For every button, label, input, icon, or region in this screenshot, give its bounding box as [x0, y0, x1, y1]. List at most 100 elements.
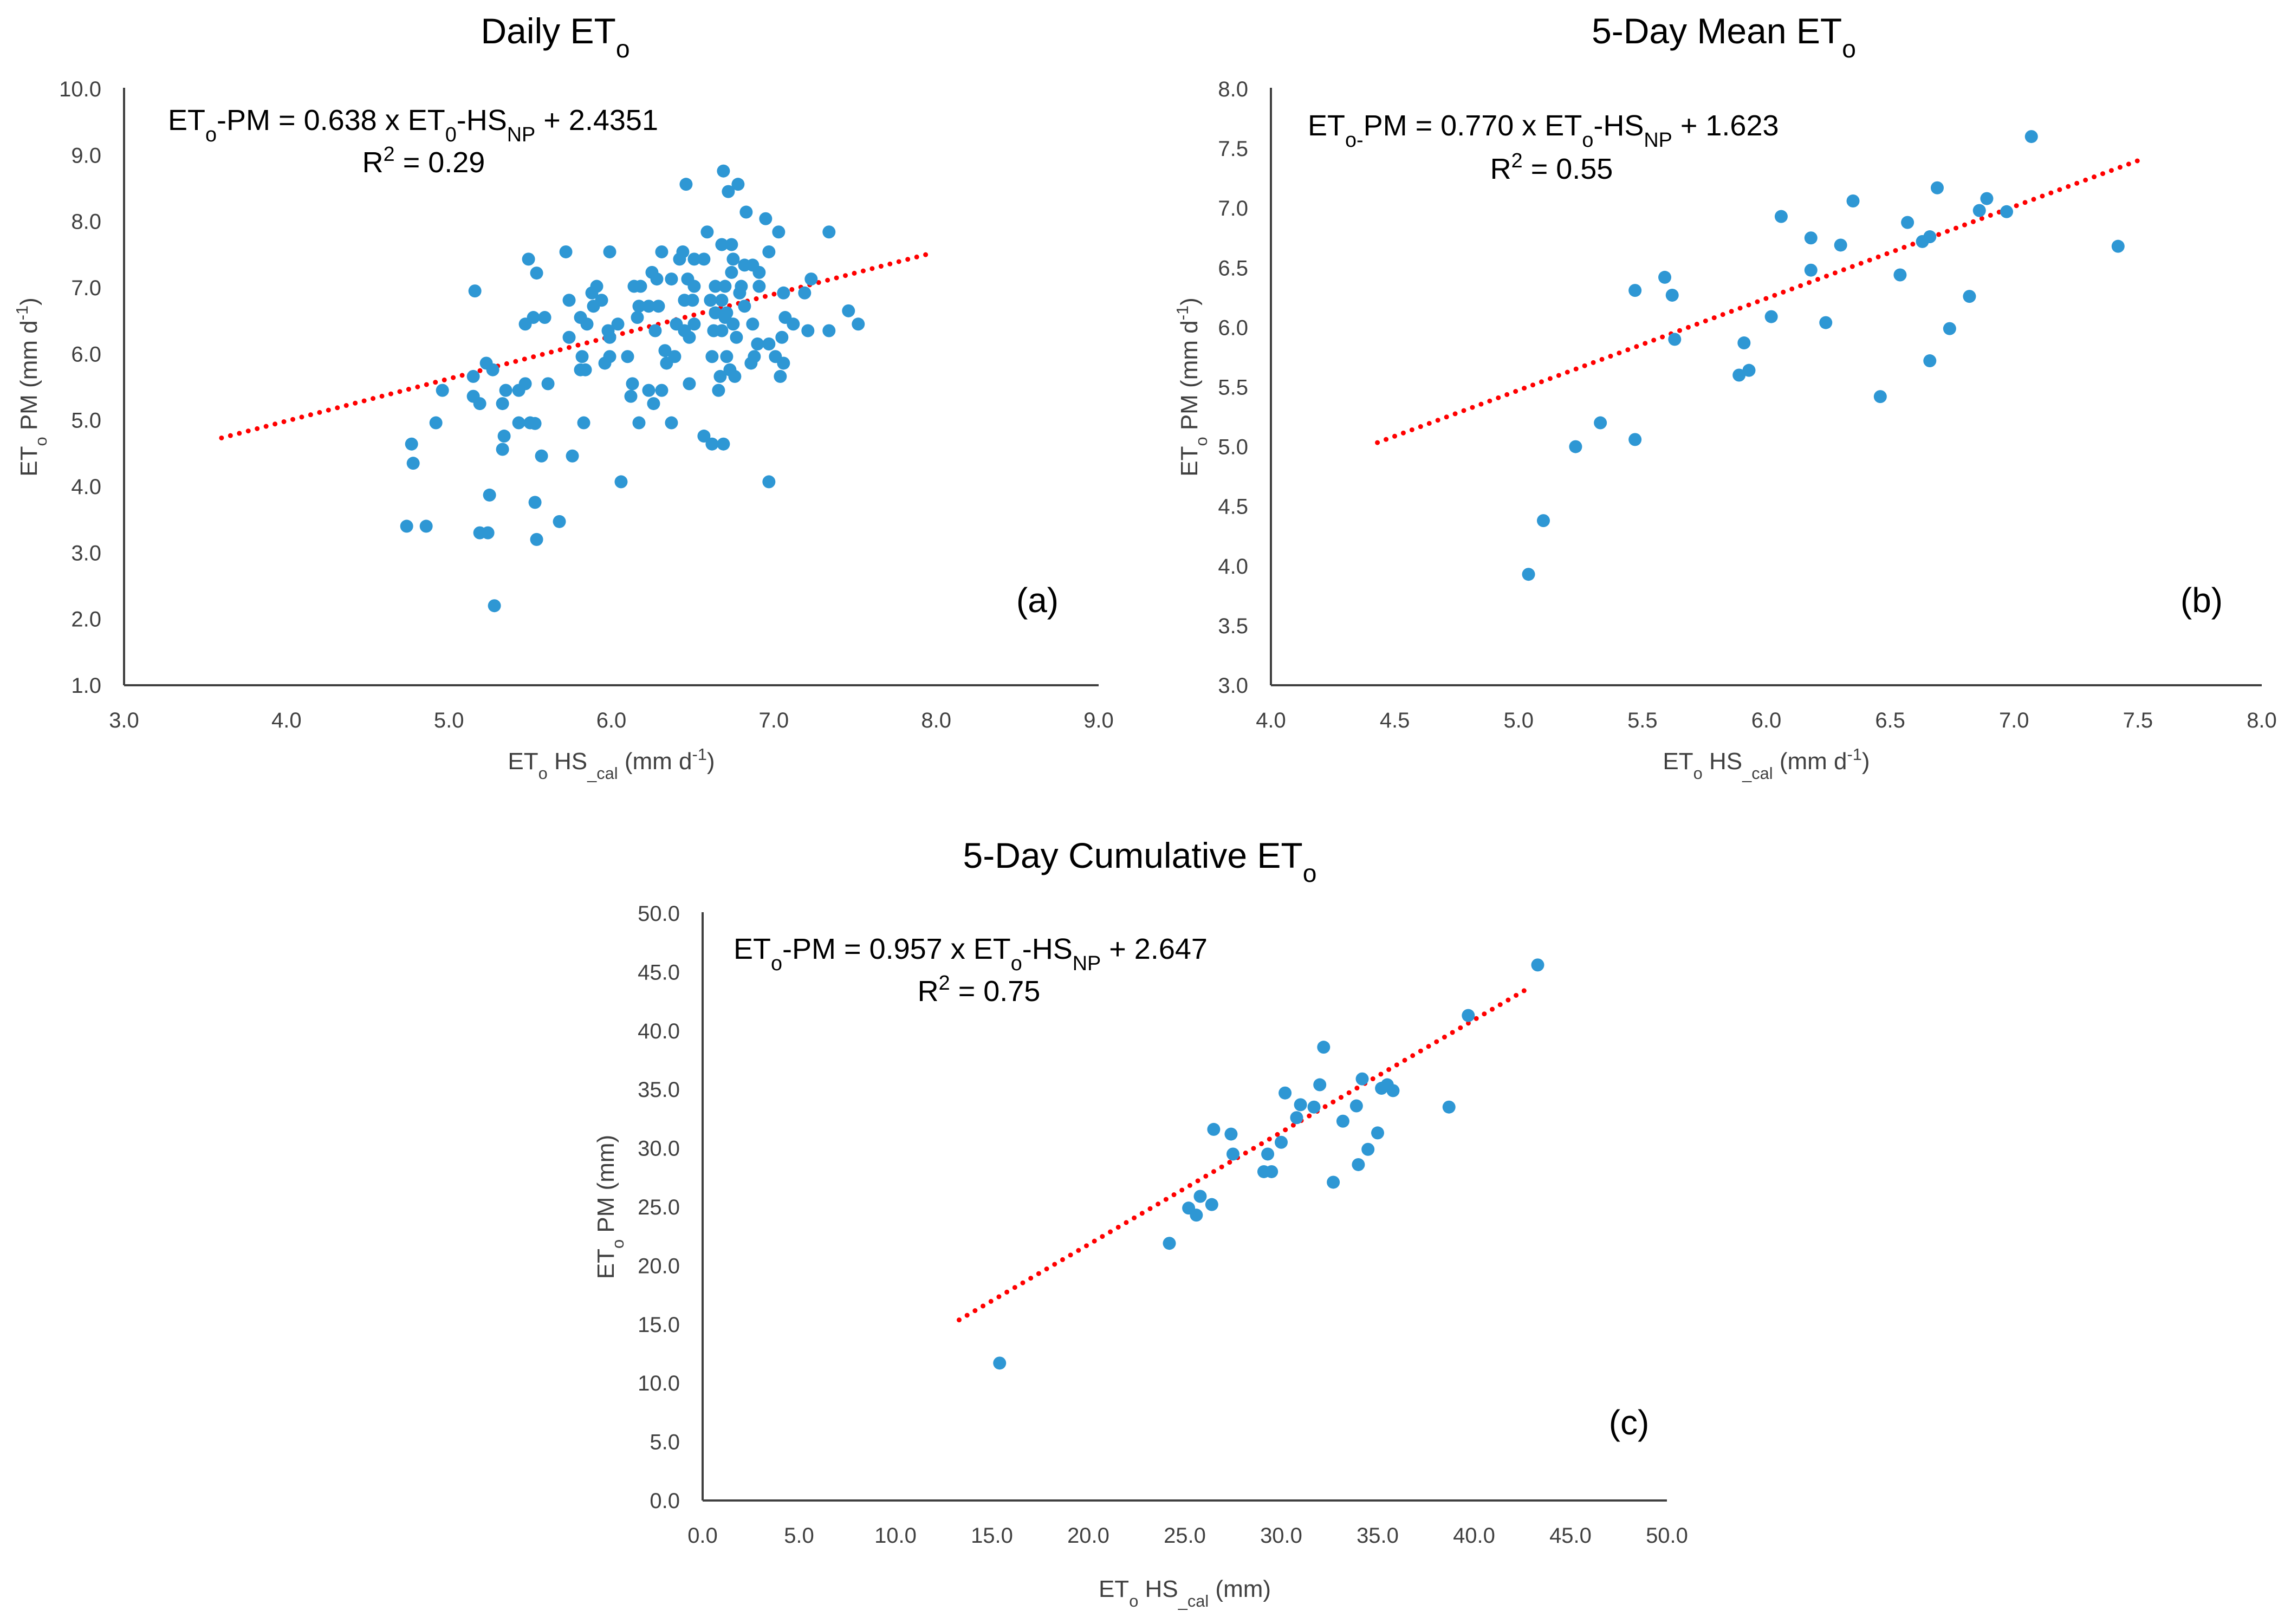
- x-tick-label: 4.0: [271, 709, 302, 732]
- panel-label: (c): [1609, 1403, 1650, 1442]
- data-point: [1943, 322, 1956, 335]
- y-axis-title-part: PM (mm d: [16, 320, 42, 437]
- regression-equation-part: ET: [168, 104, 205, 137]
- x-tick-label: 3.0: [109, 709, 139, 732]
- y-tick-label: 5.0: [650, 1431, 680, 1454]
- data-point: [1275, 1135, 1288, 1149]
- data-point: [751, 337, 764, 350]
- data-point: [1224, 1127, 1238, 1141]
- chart-b: 4.0 4.5 5.0 5.5 6.0 6.5 7.0 7.5 8.0 3.0 3.5 4.0 4.5 5…: [1173, 11, 2277, 783]
- data-point: [2000, 205, 2014, 218]
- regression-equation: ETo-PM = 0.638 x ET0-HSNP + 2.4351: [168, 104, 658, 146]
- data-point: [1665, 288, 1679, 302]
- data-point: [400, 519, 413, 533]
- data-point: [1628, 433, 1642, 446]
- data-point: [822, 324, 836, 337]
- data-point: [648, 324, 662, 337]
- y-tick-label: 7.0: [1218, 197, 1248, 220]
- data-point: [642, 300, 656, 313]
- data-point: [717, 437, 730, 451]
- chart-title-part: 5-Day Mean ET: [1592, 11, 1842, 51]
- data-point: [528, 417, 542, 430]
- data-point: [687, 317, 701, 331]
- data-point: [626, 377, 639, 391]
- data-point: [473, 397, 486, 411]
- data-point: [603, 330, 616, 344]
- data-point: [587, 300, 600, 313]
- data-point: [1764, 310, 1778, 323]
- regression-equation-part: -PM = 0.957 x ET: [782, 933, 1011, 965]
- y-tick-label: 7.0: [71, 276, 101, 300]
- y-tick-label: 50.0: [638, 902, 680, 926]
- data-point: [528, 496, 542, 509]
- r-squared: R2 = 0.75: [918, 972, 1041, 1008]
- regression-equation-part: + 2.4351: [535, 104, 658, 137]
- data-point: [762, 245, 776, 258]
- x-axis-title-part: ET: [1099, 1576, 1129, 1602]
- x-tick-label: 6.5: [1875, 709, 1905, 732]
- y-tick-label: 5.5: [1218, 376, 1248, 400]
- regression-equation-part: o: [1582, 129, 1593, 152]
- data-point: [801, 324, 815, 337]
- data-point: [580, 317, 594, 331]
- data-point: [1834, 238, 1847, 252]
- y-axis-title-part: PM (mm d: [1176, 320, 1203, 437]
- data-point: [697, 430, 711, 443]
- data-point: [624, 389, 638, 403]
- data-point: [726, 317, 740, 331]
- y-axis-title-part: PM (mm): [593, 1135, 619, 1239]
- data-point: [687, 280, 701, 293]
- data-point: [1594, 416, 1607, 430]
- r-squared-part: 2: [1511, 150, 1523, 172]
- data-point: [1846, 194, 1860, 207]
- x-tick-label: 25.0: [1164, 1524, 1206, 1548]
- data-point: [683, 377, 696, 391]
- data-point: [822, 225, 836, 239]
- data-point: [1349, 1099, 1363, 1113]
- data-point: [722, 185, 735, 198]
- x-tick-label: 6.0: [1751, 709, 1782, 732]
- x-axis-title-part: ET: [1663, 748, 1693, 775]
- chart-title: 5-Day Mean ETo: [1592, 11, 1856, 63]
- data-point: [522, 252, 535, 266]
- y-tick-label: 5.0: [71, 409, 101, 433]
- data-point: [518, 317, 532, 331]
- data-point: [744, 356, 758, 370]
- x-axis-title: ETo HS_cal (mm d-1): [508, 745, 715, 783]
- trendline: [956, 983, 1535, 1323]
- r-squared-part: 2: [939, 972, 950, 995]
- data-point: [777, 286, 790, 300]
- x-tick-label: 20.0: [1067, 1524, 1109, 1548]
- regression-equation-part: o: [205, 124, 217, 146]
- data-point: [497, 430, 511, 443]
- data-point: [660, 356, 673, 370]
- data-point: [496, 397, 509, 411]
- data-point: [1923, 230, 1937, 244]
- x-tick-label: 6.0: [596, 709, 627, 732]
- data-point: [1819, 316, 1833, 329]
- y-tick-label: 8.0: [1218, 77, 1248, 101]
- y-tick-label: 45.0: [638, 960, 680, 984]
- y-axis-title-part: ): [16, 297, 42, 306]
- panel-label: (a): [1016, 581, 1059, 620]
- data-point: [634, 280, 647, 293]
- regression-equation-part: o-: [1345, 129, 1364, 152]
- data-point: [852, 317, 865, 331]
- data-point: [1317, 1041, 1331, 1054]
- r-squared-part: R: [1490, 153, 1511, 185]
- x-tick-label: 4.0: [1256, 709, 1286, 732]
- data-point: [419, 519, 433, 533]
- data-point: [1442, 1100, 1456, 1114]
- data-point: [1386, 1084, 1400, 1097]
- data-point: [585, 286, 599, 300]
- data-point: [1901, 216, 1914, 229]
- y-axis-title-part: ET: [1176, 446, 1203, 477]
- data-point: [673, 252, 686, 266]
- data-point: [1163, 1237, 1176, 1250]
- chart-title: Daily ETo: [481, 11, 629, 63]
- data-point: [1278, 1086, 1292, 1100]
- y-axis-title-part: ): [1176, 297, 1203, 306]
- y-tick-label: 25.0: [638, 1196, 680, 1219]
- regression-equation-part: + 2.647: [1101, 933, 1208, 965]
